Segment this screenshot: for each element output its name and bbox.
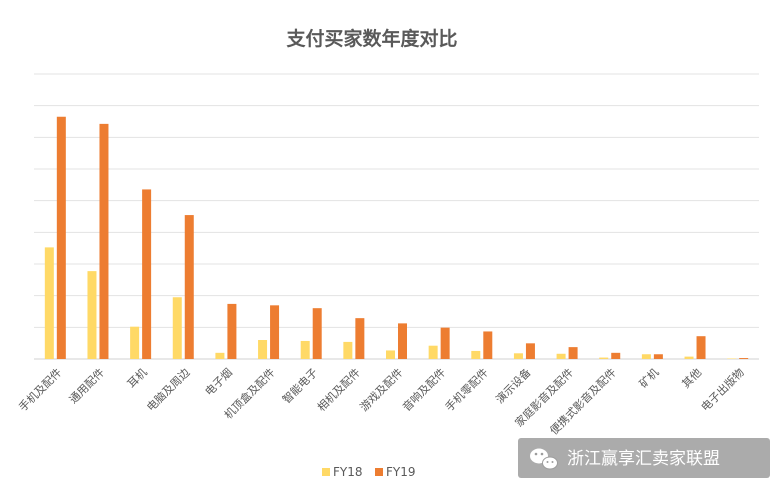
watermark: 浙江赢享汇卖家联盟	[518, 438, 770, 478]
x-tick-label: 演示设备	[493, 365, 534, 406]
bar-fy18-9	[428, 345, 438, 359]
bar-fy19-14	[653, 354, 663, 359]
x-tick-label: 游戏及配件	[358, 366, 406, 414]
x-tick-label: 手机零配件	[442, 365, 491, 414]
legend-swatch-fy19	[375, 468, 383, 476]
bar-fy18-7	[343, 341, 353, 359]
x-tick-label: 电子出版物	[698, 365, 747, 414]
chart-title: 支付买家数年度对比	[285, 27, 457, 50]
bars	[44, 116, 749, 359]
bar-fy18-12	[556, 353, 566, 359]
legend: FY18 FY19	[322, 465, 416, 479]
bar-fy19-0	[56, 116, 66, 359]
bar-fy18-11	[513, 353, 523, 359]
bar-fy19-9	[440, 327, 450, 359]
bar-fy19-4	[227, 303, 237, 359]
bar-fy18-14	[641, 354, 651, 359]
gridlines	[34, 73, 759, 360]
bar-fy19-10	[483, 331, 493, 359]
bar-fy19-5	[270, 305, 280, 359]
watermark-text: 浙江赢享汇卖家联盟	[567, 449, 720, 469]
bar-fy19-16	[739, 358, 749, 359]
bar-fy19-15	[696, 336, 706, 359]
bar-fy18-8	[386, 350, 395, 359]
x-tick-label: 耳机	[124, 365, 149, 390]
x-tick-label: 通用配件	[67, 366, 107, 406]
bar-fy19-11	[525, 343, 535, 359]
bar-fy18-10	[471, 350, 481, 359]
bar-fy19-3	[184, 215, 194, 359]
bar-fy18-3	[172, 297, 182, 359]
bar-fy19-13	[611, 352, 621, 359]
bar-fy18-4	[215, 352, 225, 359]
bar-fy18-0	[44, 247, 54, 359]
x-tick-label: 电脑及周边	[144, 366, 192, 414]
bar-fy19-8	[398, 323, 407, 359]
bar-fy18-13	[599, 357, 609, 359]
x-tick-label: 电子烟	[202, 365, 235, 398]
bar-fy19-12	[568, 347, 578, 359]
x-tick-label: 矿机	[636, 365, 661, 390]
legend-label-fy18: FY18	[333, 465, 363, 479]
bar-fy18-1	[87, 271, 97, 359]
x-tick-label: 其他	[679, 366, 704, 391]
bar-fy19-1	[99, 123, 109, 359]
bar-fy18-6	[300, 340, 310, 359]
bar-fy18-5	[258, 340, 268, 359]
x-tick-label: 智能电子	[279, 365, 320, 406]
x-tick-label: 相机及配件	[314, 365, 363, 414]
bar-fy18-15	[684, 356, 694, 359]
bar-fy19-7	[355, 318, 365, 359]
wechat-icon	[530, 448, 558, 470]
legend-swatch-fy18	[322, 468, 330, 476]
legend-label-fy19: FY19	[386, 465, 416, 479]
bar-fy18-2	[130, 326, 140, 359]
x-tick-label: 手机及配件	[16, 365, 65, 414]
bar-fy19-2	[142, 189, 152, 359]
bar-fy19-6	[312, 308, 322, 359]
x-tick-label: 音响及配件	[399, 365, 448, 414]
